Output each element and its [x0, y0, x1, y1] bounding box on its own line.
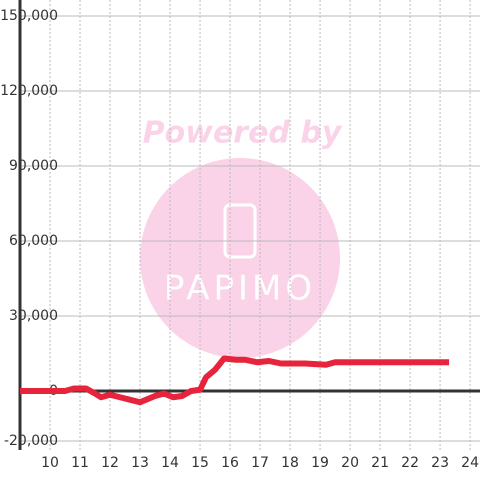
y-tick-label: -20,000: [4, 433, 58, 449]
x-tick-label: 11: [71, 455, 89, 471]
x-tick-label: 18: [281, 455, 299, 471]
x-tick-label: 13: [131, 455, 149, 471]
x-tick-label: 17: [251, 455, 269, 471]
x-tick-label: 23: [431, 455, 449, 471]
x-tick-label: 22: [401, 455, 419, 471]
data-line: [20, 355, 450, 406]
x-tick-label: 24: [461, 455, 479, 471]
watermark-icon: [223, 203, 257, 259]
x-tick-label: 19: [311, 455, 329, 471]
x-tick-label: 21: [371, 455, 389, 471]
y-tick-label: 150,000: [0, 8, 58, 24]
x-tick-label: 14: [161, 455, 179, 471]
x-tick-label: 10: [41, 455, 59, 471]
y-tick-label: 30,000: [9, 308, 58, 324]
y-tick-label: 90,000: [9, 158, 58, 174]
x-tick-label: 15: [191, 455, 209, 471]
x-tick-label: 12: [101, 455, 119, 471]
x-tick-label: 20: [341, 455, 359, 471]
x-tick-label: 16: [221, 455, 239, 471]
watermark-text: Powered by: [143, 116, 343, 151]
y-tick-label: 120,000: [0, 83, 58, 99]
y-tick-label: 60,000: [9, 233, 58, 249]
watermark-text: PAPIMO: [164, 269, 316, 309]
